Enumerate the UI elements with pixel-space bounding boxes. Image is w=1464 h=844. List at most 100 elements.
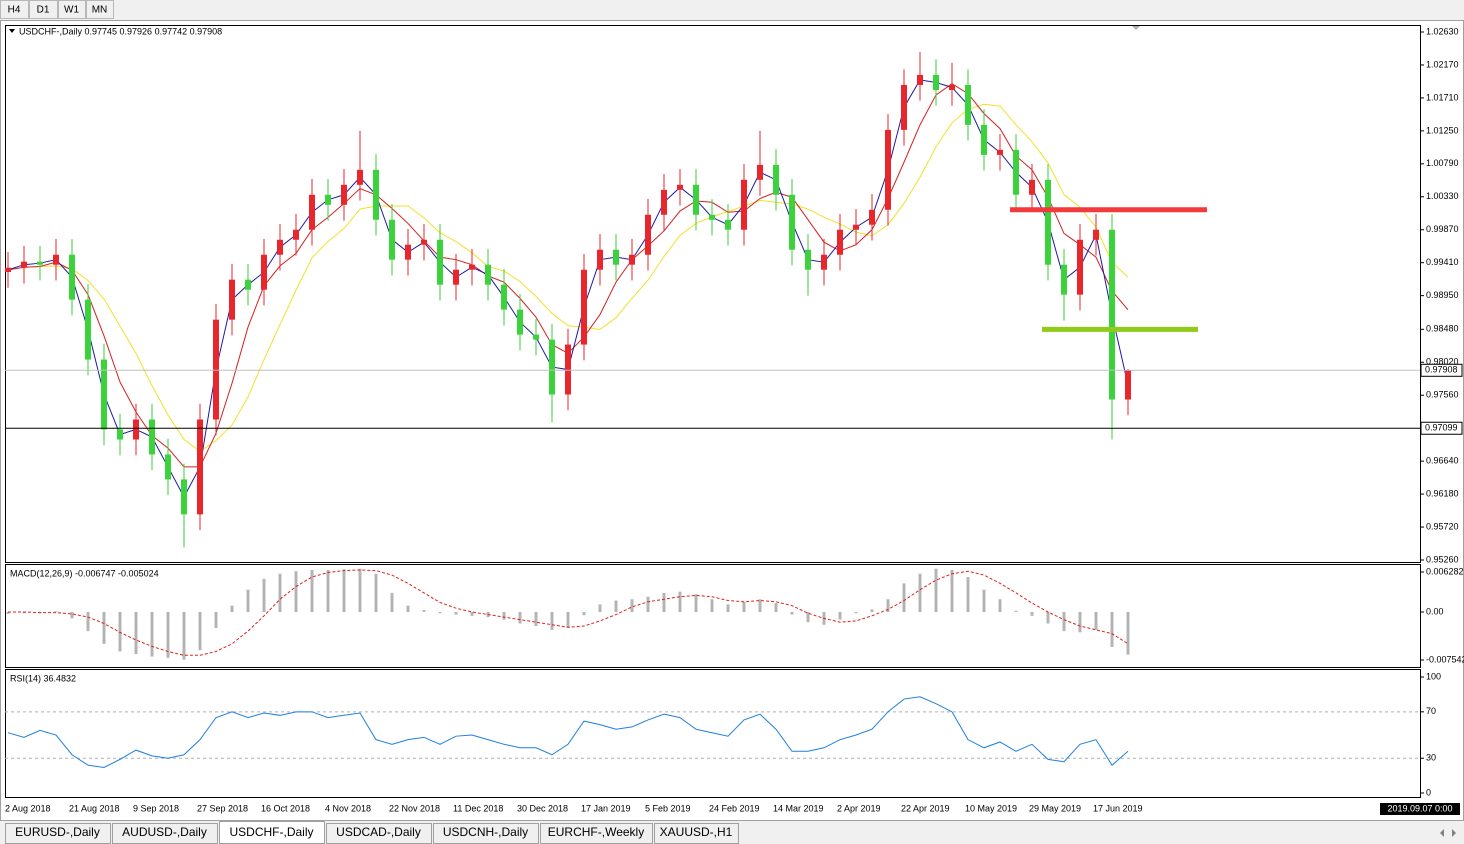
symbol-tab-label[interactable]: USDCHF-,Daily <box>230 825 314 839</box>
candle-body <box>645 214 651 255</box>
candle-body <box>1045 179 1051 265</box>
timeframe-label[interactable]: MN <box>92 5 108 16</box>
macd-bar <box>710 599 714 612</box>
y-tick-label: 30 <box>1426 753 1436 763</box>
candle-body <box>869 209 875 225</box>
candle-body <box>757 164 763 180</box>
macd-bar <box>310 569 314 612</box>
candle-body <box>485 264 491 285</box>
timeframe-label[interactable]: H4 <box>8 5 21 16</box>
candle-body <box>293 229 299 240</box>
timeframe-button[interactable] <box>0 0 29 19</box>
macd-bar <box>230 605 234 612</box>
timeframe-button[interactable] <box>58 0 86 19</box>
timeframe-label[interactable]: W1 <box>64 5 79 16</box>
macd-bar <box>806 611 810 623</box>
macd-bar <box>838 611 842 620</box>
macd-bar <box>662 592 666 612</box>
price-label: 0.97908 <box>1425 365 1458 375</box>
candle-body <box>117 429 123 440</box>
panel-frame <box>5 564 1421 668</box>
macd-bar <box>966 576 970 612</box>
macd-bar <box>246 589 250 612</box>
macd-bar <box>294 571 298 612</box>
x-tick-label: 11 Dec 2018 <box>453 803 503 813</box>
candle-body <box>261 254 267 290</box>
macd-bar <box>406 605 410 612</box>
y-tick-label: 0.98020 <box>1426 357 1459 367</box>
x-tick-label: 14 Mar 2019 <box>773 803 824 813</box>
macd-bar <box>374 573 378 612</box>
macd-bar <box>86 611 90 632</box>
candle-body <box>101 359 107 430</box>
y-tick-label: 1.01710 <box>1426 92 1459 102</box>
chart-window <box>0 20 1464 821</box>
macd-bar <box>326 569 330 612</box>
symbol-tab-label[interactable]: AUDUSD-,Daily <box>122 825 207 839</box>
macd-bar <box>646 596 650 612</box>
y-tick-label: 0.99410 <box>1426 257 1459 267</box>
y-tick-label: 1.00330 <box>1426 191 1459 201</box>
y-tick-label: 1.02170 <box>1426 59 1459 69</box>
macd-bar <box>774 603 778 612</box>
macd-bar <box>454 611 458 615</box>
timeframe-button[interactable] <box>29 0 58 19</box>
x-tick-label: 27 Sep 2018 <box>197 803 248 813</box>
macd-bar <box>54 611 58 612</box>
x-tick-label: 17 Jun 2019 <box>1093 803 1143 813</box>
x-tick-label: 2 Aug 2018 <box>5 803 51 813</box>
candle-body <box>933 74 939 90</box>
macd-bar <box>550 611 554 630</box>
macd-bar <box>582 611 586 616</box>
macd-bar <box>950 569 954 612</box>
candle-body <box>213 319 219 420</box>
candle-body <box>1093 229 1099 240</box>
tab-scroll-left[interactable] <box>1440 829 1444 837</box>
macd-bar <box>534 611 538 627</box>
candle-body <box>613 249 619 265</box>
macd-bar <box>1062 611 1066 632</box>
symbol-tab-label[interactable]: EURUSD-,Daily <box>15 825 100 839</box>
candle-body <box>437 239 443 285</box>
y-tick-label: 0.99870 <box>1426 224 1459 234</box>
symbol-tab-label[interactable]: XAUUSD-,H1 <box>660 825 733 839</box>
candle-body <box>277 239 283 255</box>
symbol-tab-label[interactable]: USDCAD-,Daily <box>336 825 421 839</box>
macd-bar <box>902 583 906 612</box>
macd-bar <box>438 611 442 614</box>
y-tick-label: 0.97560 <box>1426 390 1459 400</box>
x-tick-label: 30 Dec 2018 <box>517 803 568 813</box>
macd-bar <box>102 611 106 644</box>
moving-average <box>7 103 1129 452</box>
macd-bar <box>1046 611 1050 624</box>
candle-body <box>165 454 171 480</box>
candle-body <box>197 419 203 515</box>
candle-body <box>517 309 523 335</box>
candle-body <box>917 74 923 85</box>
macd-bar <box>262 578 266 612</box>
macd-bar <box>214 611 218 628</box>
tab-scroll-right[interactable] <box>1452 829 1456 837</box>
symbol-tab-label[interactable]: EURCHF-,Weekly <box>548 825 644 839</box>
x-tick-label: 24 Feb 2019 <box>709 803 760 813</box>
candle-body <box>565 344 571 395</box>
symbol-tab-label[interactable]: USDCNH-,Daily <box>443 825 528 839</box>
candle-body <box>325 194 331 205</box>
candle-body <box>85 299 91 360</box>
candle-body <box>421 239 427 245</box>
candle-body <box>549 339 555 395</box>
candle-body <box>53 254 59 265</box>
macd-bar <box>166 611 170 658</box>
price-label-box <box>1420 421 1463 435</box>
macd-bar <box>854 611 858 614</box>
candle-body <box>453 269 459 285</box>
macd-bar <box>998 599 1002 612</box>
price-label: 0.97099 <box>1425 423 1458 433</box>
panel-title: MACD(12,26,9) -0.006747 -0.005024 <box>10 568 159 578</box>
candle-body <box>981 124 987 155</box>
macd-bar <box>118 611 122 652</box>
timeframe-button[interactable] <box>86 0 114 19</box>
macd-bar <box>678 591 682 612</box>
timeframe-label[interactable]: D1 <box>37 5 50 16</box>
macd-bar <box>934 568 938 612</box>
